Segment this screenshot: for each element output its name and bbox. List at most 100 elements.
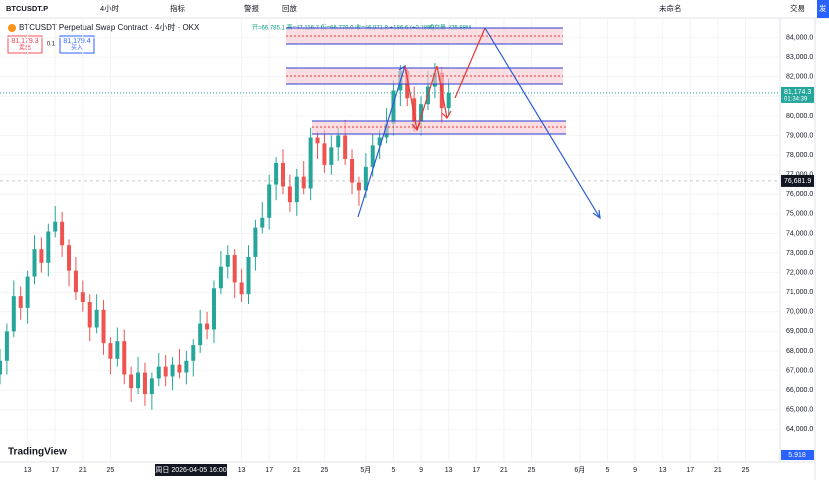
y-tick-label: 65,000.0 [786, 407, 813, 414]
branding: TradingView [8, 447, 67, 458]
coin-icon [8, 24, 16, 32]
x-tick-label: 9 [633, 467, 637, 474]
candle-body [163, 366, 168, 377]
x-tick-label: 21 [500, 467, 508, 474]
sell-label[interactable]: 卖出 [19, 44, 31, 52]
countdown: 01:34:39 [784, 97, 808, 103]
candle-body [60, 221, 65, 246]
candle-body [446, 92, 451, 109]
y-tick-label: 64,000.0 [786, 426, 813, 433]
last-price-box [781, 86, 814, 103]
zone [312, 121, 566, 134]
candle-body [370, 145, 375, 167]
y-tick-label: 80,000.0 [786, 113, 813, 120]
sell-box[interactable] [7, 35, 43, 54]
candle-body [80, 292, 85, 303]
candle-body [246, 256, 251, 295]
candle-body [101, 309, 106, 344]
last-price-label: 81,174.3 [784, 89, 811, 96]
candle-body [232, 255, 237, 283]
buy-box[interactable] [59, 35, 95, 54]
candle-body [274, 162, 279, 185]
candle-body [356, 182, 361, 191]
candle-body [170, 364, 175, 377]
y-tick-label: 68,000.0 [786, 348, 813, 355]
candle-body [267, 184, 272, 218]
indicators-button[interactable]: 指标 [170, 3, 185, 13]
candle-body [94, 309, 99, 328]
crosshair-time-box [155, 464, 227, 476]
buy-label[interactable]: 买入 [71, 44, 83, 52]
candle-body [405, 70, 410, 99]
candle-body [322, 143, 327, 165]
x-tick-label: 17 [686, 467, 694, 474]
x-tick-label: 13 [24, 467, 32, 474]
candle-body [336, 135, 341, 148]
candle-body [350, 159, 355, 183]
candle-body [4, 331, 9, 361]
x-tick-label: 17 [51, 467, 59, 474]
red-arrow [454, 27, 486, 99]
crosshair-price-label: 76,681.9 [784, 178, 811, 185]
candle-body [198, 323, 203, 346]
zone [286, 28, 563, 44]
y-tick-label: 67,000.0 [786, 367, 813, 374]
buy-price[interactable]: 81,179.4 [63, 38, 90, 45]
x-tick-label: 5 [391, 467, 395, 474]
candle-body [315, 137, 320, 144]
interval-button[interactable]: 4小时 [100, 3, 120, 13]
candle-body [308, 137, 313, 189]
candle-body [363, 166, 368, 191]
drawings [286, 27, 601, 220]
candle-body [184, 360, 189, 373]
sell-price[interactable]: 81,179.3 [11, 38, 38, 45]
candle-body [294, 176, 299, 203]
x-tick-label: 21 [293, 467, 301, 474]
y-tick-label: 78,000.0 [786, 152, 813, 159]
publish-bg[interactable] [817, 0, 829, 18]
symbol-button[interactable]: BTCUSDT.P [6, 4, 48, 13]
candle-body [122, 341, 127, 375]
y-tick-label: 72,000.0 [786, 269, 813, 276]
candle-body [343, 135, 348, 160]
y-tick-label: 79,000.0 [786, 132, 813, 139]
layout-name[interactable]: 未命名 [659, 3, 682, 13]
trade-button[interactable]: 交易 [790, 3, 805, 13]
replay-button[interactable]: 回放 [282, 3, 297, 13]
volume-label: 5.918 [788, 452, 806, 459]
x-tick-label: 6月 [574, 466, 585, 474]
y-tick-label: 69,000.0 [786, 328, 813, 335]
zone [286, 68, 563, 84]
publish-button[interactable]: 发 [819, 3, 827, 13]
x-tick-label: 25 [321, 467, 329, 474]
candle-body [18, 296, 23, 308]
x-tick-label: 21 [714, 467, 722, 474]
candle-body [108, 343, 113, 359]
plot [0, 18, 780, 462]
alert-button[interactable]: 警报 [244, 3, 259, 13]
candle-body [239, 282, 244, 295]
candle-body [53, 221, 58, 232]
candle-body [412, 98, 417, 122]
x-tick-label: 9 [419, 467, 423, 474]
arrowhead [441, 110, 452, 119]
x-tick-label: 25 [742, 467, 750, 474]
candle-body [156, 366, 161, 379]
candle-body [419, 104, 424, 122]
x-tick-label: 21 [79, 467, 87, 474]
candle-body [329, 147, 334, 165]
candle-body [46, 231, 51, 263]
y-tick-label: 83,000.0 [786, 54, 813, 61]
legend-title: BTCUSDT Perpetual Swap Contract · 4小时 · … [19, 22, 200, 32]
blue-arrow [484, 27, 601, 219]
candle-body [287, 186, 292, 203]
y-tick-label: 73,000.0 [786, 250, 813, 257]
arrowhead [592, 209, 601, 220]
candle-body [39, 249, 44, 263]
spread: 0.1 [47, 42, 56, 48]
x-tick-label: 17 [265, 467, 273, 474]
volume-box [781, 450, 814, 460]
crosshair-time-label: 周日 2026-04-05 16:00 [155, 466, 226, 474]
candle-body [205, 323, 210, 330]
candle-body [391, 90, 396, 124]
